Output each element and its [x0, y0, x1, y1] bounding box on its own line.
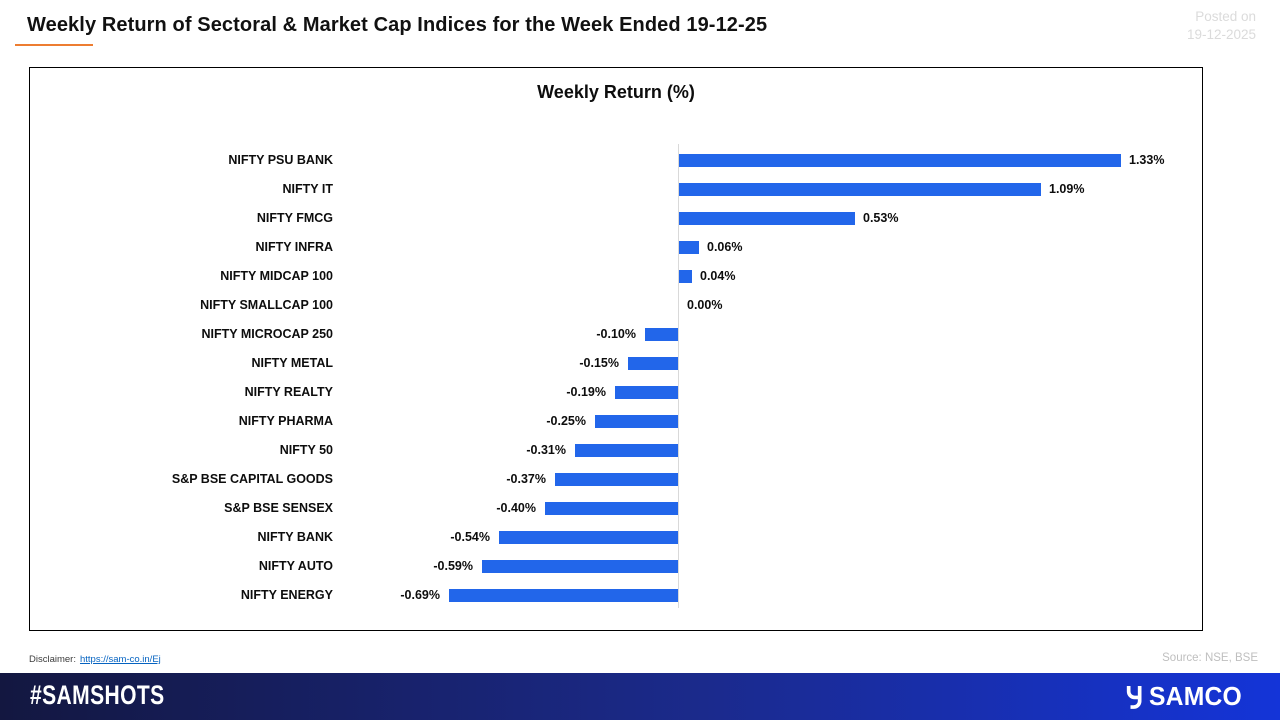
category-label: NIFTY MIDCAP 100	[220, 268, 333, 283]
value-label: -0.31%	[526, 442, 566, 457]
bar	[575, 443, 678, 457]
source-note: Source: NSE, BSE	[1162, 652, 1258, 664]
bar-row: NIFTY FMCG 0.53%	[30, 204, 1202, 233]
bar-row: NIFTY PSU BANK 1.33%	[30, 146, 1202, 175]
posted-on-label: Posted on	[1195, 9, 1256, 24]
value-label: -0.37%	[506, 471, 546, 486]
bar-row: NIFTY MIDCAP 100 0.04%	[30, 262, 1202, 291]
bar	[595, 414, 678, 428]
bar-row: NIFTY ENERGY -0.69%	[30, 581, 1202, 610]
disclaimer-link[interactable]: https://sam-co.in/Ej	[79, 654, 161, 665]
value-label: 1.09%	[1049, 181, 1085, 196]
bar	[679, 240, 699, 254]
value-label: -0.19%	[566, 384, 606, 399]
value-label: 0.53%	[863, 210, 899, 225]
category-label: NIFTY 50	[279, 442, 333, 457]
bar-row: S&P BSE SENSEX -0.40%	[30, 494, 1202, 523]
category-label: NIFTY FMCG	[256, 210, 333, 225]
category-label: NIFTY BANK	[257, 529, 333, 544]
bar	[679, 269, 692, 283]
value-label: 0.04%	[700, 268, 736, 283]
category-label: NIFTY SMALLCAP 100	[200, 297, 333, 312]
page-title: Weekly Return of Sectoral & Market Cap I…	[27, 14, 768, 36]
bar-row: NIFTY PHARMA -0.25%	[30, 407, 1202, 436]
bar	[555, 472, 678, 486]
category-label: NIFTY REALTY	[244, 384, 333, 399]
posted-on-stamp: Posted on 19-12-2025	[1187, 8, 1256, 44]
value-label: -0.40%	[496, 500, 536, 515]
bar	[499, 530, 678, 544]
bar-row: NIFTY BANK -0.54%	[30, 523, 1202, 552]
chart-title: Weekly Return (%)	[537, 82, 695, 102]
value-label: -0.59%	[433, 558, 473, 573]
posted-on-date: 19-12-2025	[1186, 27, 1256, 42]
bar	[645, 327, 678, 341]
bar	[679, 182, 1041, 196]
category-label: S&P BSE CAPITAL GOODS	[171, 471, 333, 486]
category-label: NIFTY IT	[282, 181, 333, 196]
value-label: -0.25%	[546, 413, 586, 428]
bar	[615, 385, 678, 399]
value-label: -0.54%	[450, 529, 490, 544]
samco-logo: SAMCO	[1125, 681, 1247, 712]
bar-row: NIFTY IT 1.09%	[30, 175, 1202, 204]
value-label: -0.10%	[596, 326, 636, 341]
zero-axis-line	[678, 144, 679, 608]
bar-row: NIFTY SMALLCAP 100 0.00%	[30, 291, 1202, 320]
bar-row: NIFTY METAL -0.15%	[30, 349, 1202, 378]
value-label: 1.33%	[1129, 152, 1165, 167]
category-label: NIFTY INFRA	[255, 239, 333, 254]
footer-brand-bar: #SAMSHOTS SAMCO	[0, 673, 1280, 720]
bar-row: NIFTY INFRA 0.06%	[30, 233, 1202, 262]
bar-row: S&P BSE CAPITAL GOODS -0.37%	[30, 465, 1202, 494]
disclaimer-label: Disclaimer:	[29, 654, 76, 665]
category-label: NIFTY METAL	[251, 355, 333, 370]
value-label: 0.06%	[707, 239, 743, 254]
value-label: 0.00%	[687, 297, 723, 312]
category-label: NIFTY AUTO	[258, 558, 333, 573]
chart-container: Weekly Return (%) NIFTY PSU BANK 1.33% NIF…	[29, 67, 1203, 631]
value-label: -0.69%	[400, 587, 440, 602]
title-accent-underline	[15, 44, 93, 46]
samco-logo-icon	[1127, 685, 1142, 709]
bar	[545, 501, 678, 515]
category-label: NIFTY ENERGY	[240, 587, 333, 602]
bar	[449, 588, 678, 602]
bar-row: NIFTY AUTO -0.59%	[30, 552, 1202, 581]
category-label: NIFTY PHARMA	[238, 413, 333, 428]
category-label: NIFTY PSU BANK	[228, 152, 333, 167]
bar-row: NIFTY REALTY -0.19%	[30, 378, 1202, 407]
bar	[628, 356, 678, 370]
bar-row: NIFTY MICROCAP 250 -0.10%	[30, 320, 1202, 349]
bar-row: NIFTY 50 -0.31%	[30, 436, 1202, 465]
samco-logo-text: SAMCO	[1149, 681, 1243, 711]
disclaimer: Disclaimer: https://sam-co.in/Ej	[29, 654, 161, 665]
bar	[679, 153, 1121, 167]
samshots-hashtag: #SAMSHOTS	[30, 680, 165, 710]
value-label: -0.15%	[579, 355, 619, 370]
category-label: NIFTY MICROCAP 250	[201, 326, 333, 341]
bar	[482, 559, 678, 573]
category-label: S&P BSE SENSEX	[224, 500, 333, 515]
bar	[679, 211, 855, 225]
